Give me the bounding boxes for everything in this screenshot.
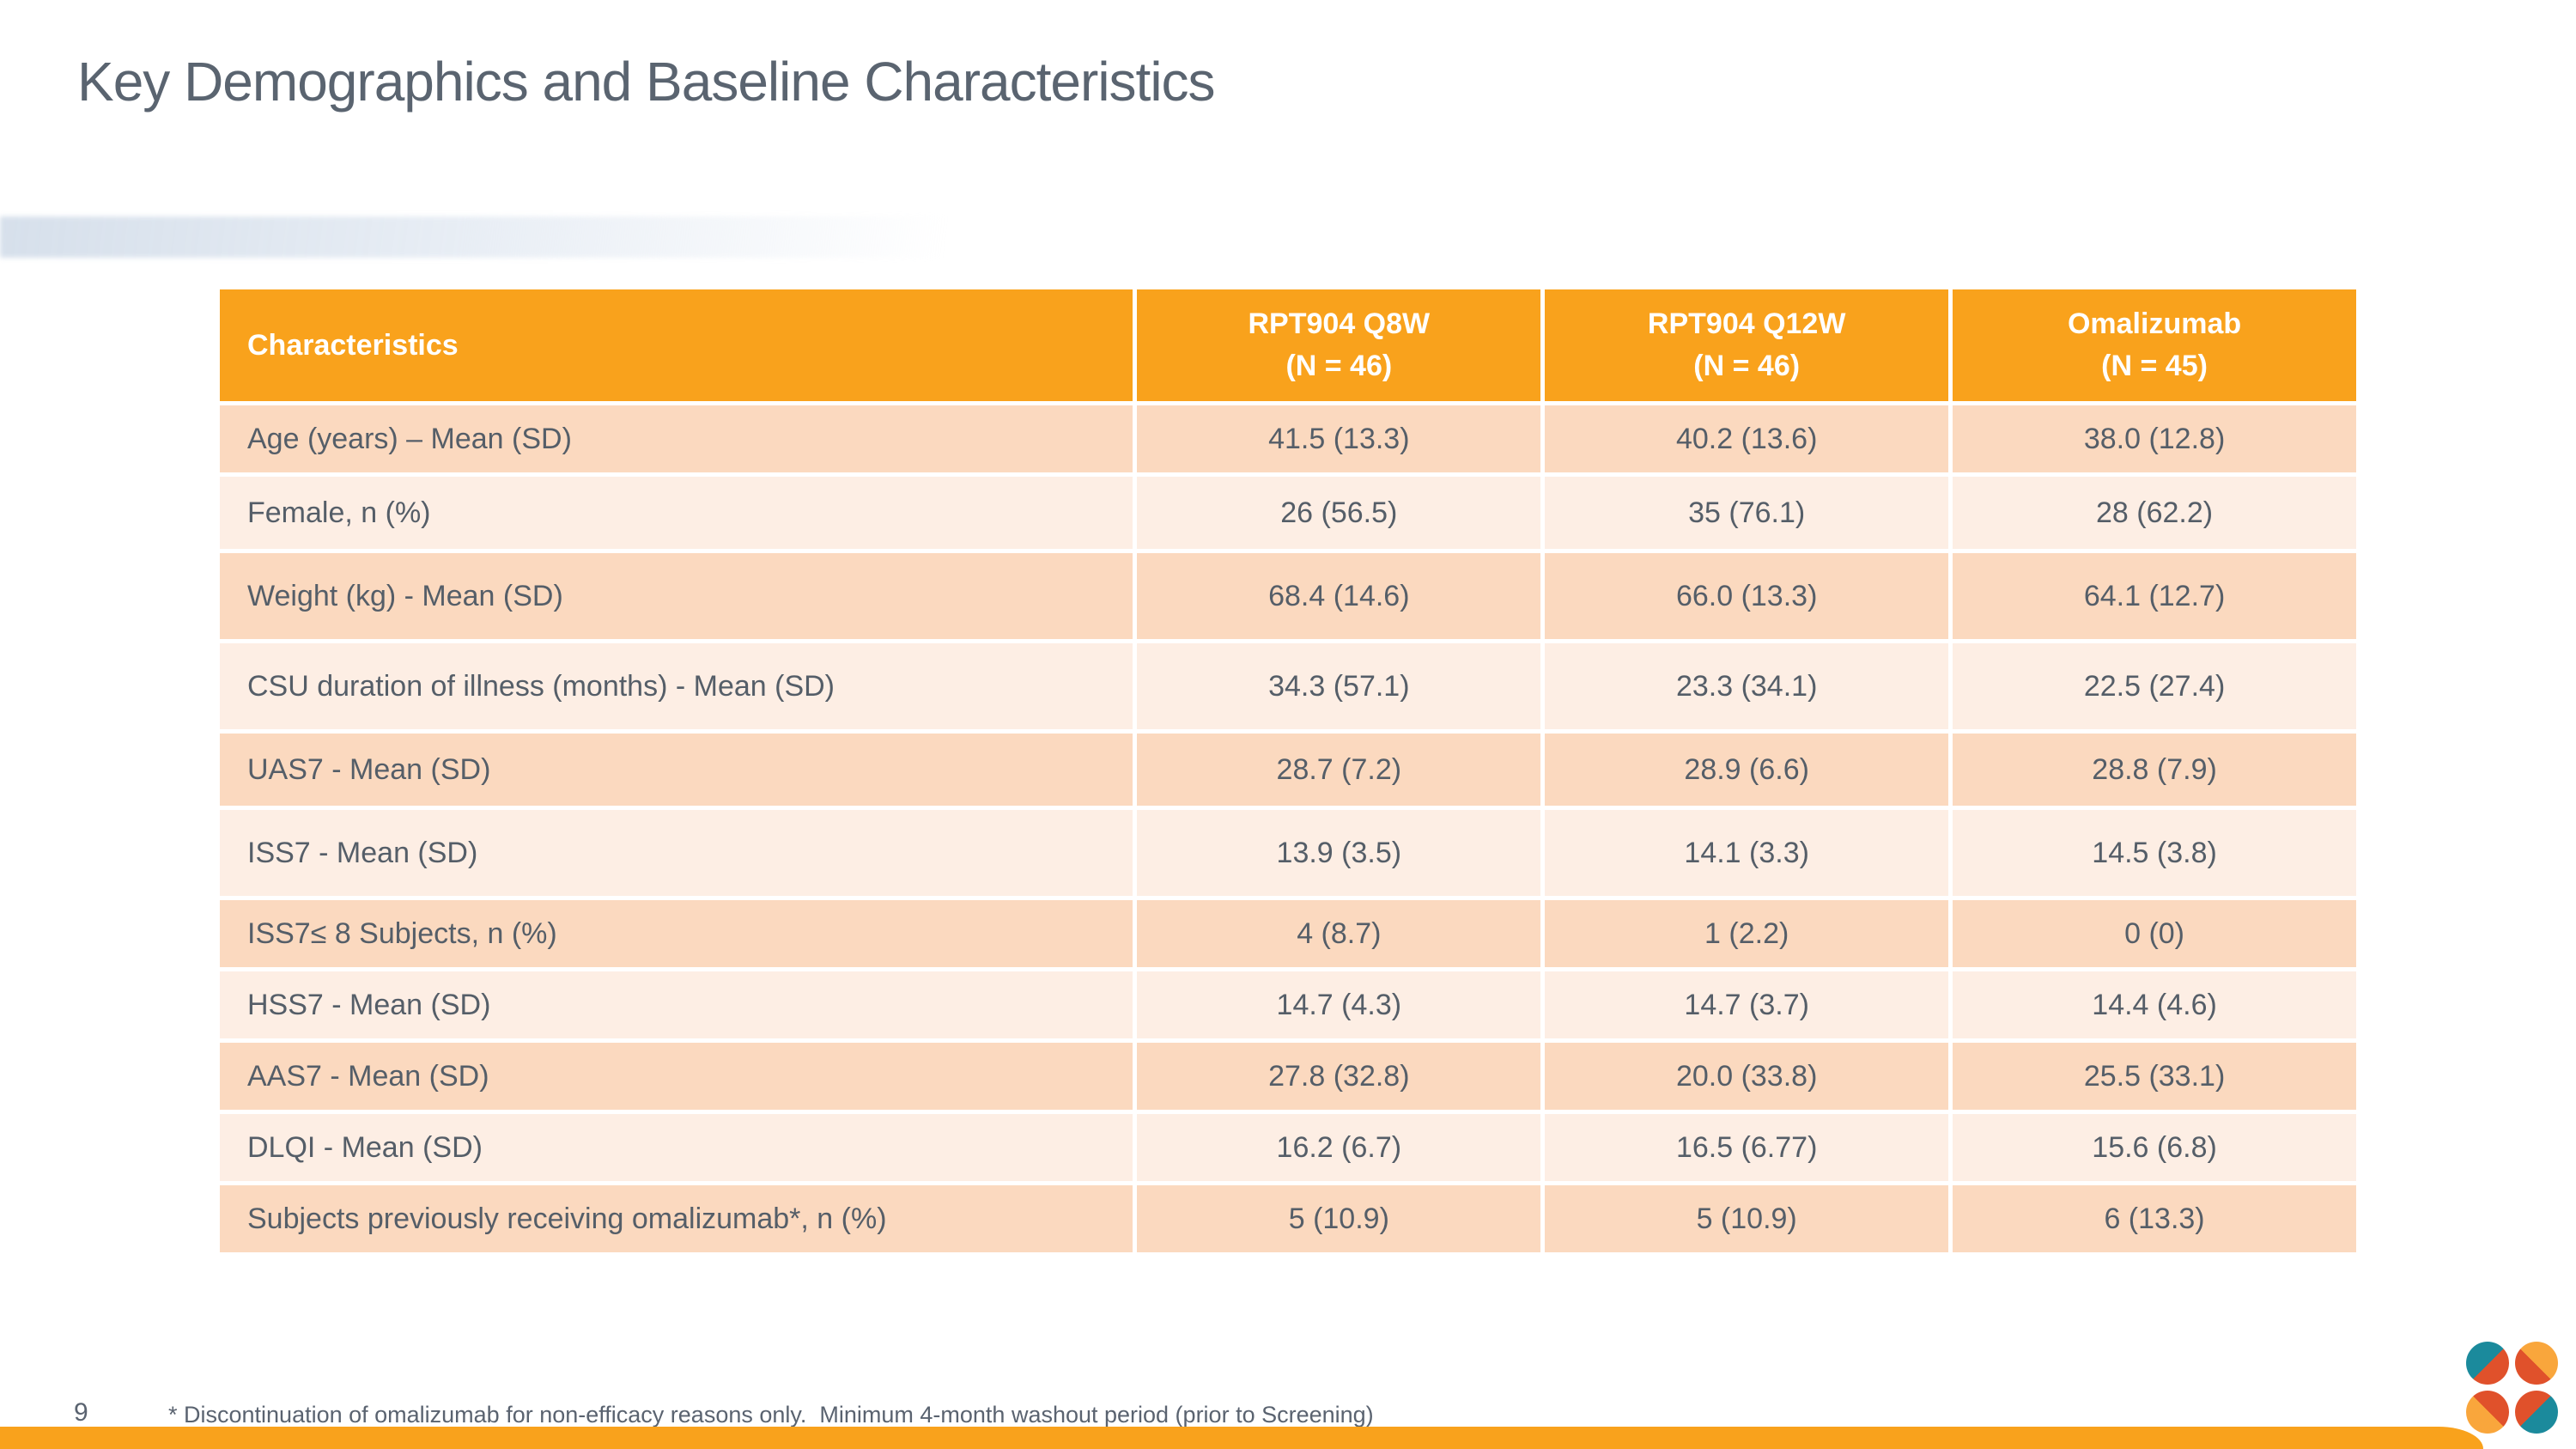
table-row: Subjects previously receiving omalizumab… [220,1185,2356,1252]
logo-circle-top-left [2466,1342,2509,1385]
row-label: ISS7 - Mean (SD) [220,810,1133,896]
column-header-rpt904-q8w: RPT904 Q8W (N = 46) [1137,289,1541,401]
group-n: (N = 45) [2101,350,2208,382]
cell-value: 35 (76.1) [1545,477,1949,549]
demographics-table: Characteristics RPT904 Q8W (N = 46) RPT9… [216,285,2360,1257]
cell-value: 28.8 (7.9) [1953,734,2356,806]
group-n: (N = 46) [1693,350,1801,382]
cell-value: 6 (13.3) [1953,1185,2356,1252]
group-n: (N = 46) [1285,350,1393,382]
row-label: UAS7 - Mean (SD) [220,734,1133,806]
table-row: HSS7 - Mean (SD) 14.7 (4.3) 14.7 (3.7) 1… [220,971,2356,1038]
table-row: DLQI - Mean (SD) 16.2 (6.7) 16.5 (6.77) … [220,1114,2356,1181]
cell-value: 14.1 (3.3) [1545,810,1949,896]
cell-value: 20.0 (33.8) [1545,1043,1949,1110]
cell-value: 16.2 (6.7) [1137,1114,1541,1181]
bottom-accent-bar [0,1427,2483,1449]
page-number: 9 [74,1398,88,1427]
cell-value: 34.3 (57.1) [1137,643,1541,729]
cell-value: 25.5 (33.1) [1953,1043,2356,1110]
row-label: DLQI - Mean (SD) [220,1114,1133,1181]
cell-value: 5 (10.9) [1137,1185,1541,1252]
table-row: AAS7 - Mean (SD) 27.8 (32.8) 20.0 (33.8)… [220,1043,2356,1110]
cell-value: 14.5 (3.8) [1953,810,2356,896]
cell-value: 40.2 (13.6) [1545,405,1949,472]
footnote: * Discontinuation of omalizumab for non-… [168,1402,1374,1428]
cell-value: 16.5 (6.77) [1545,1114,1949,1181]
table-row: Age (years) – Mean (SD) 41.5 (13.3) 40.2… [220,405,2356,472]
table-row: ISS7 - Mean (SD) 13.9 (3.5) 14.1 (3.3) 1… [220,810,2356,896]
column-header-omalizumab: Omalizumab (N = 45) [1953,289,2356,401]
row-label: ISS7≤ 8 Subjects, n (%) [220,900,1133,967]
cell-value: 68.4 (14.6) [1137,553,1541,639]
table-row: CSU duration of illness (months) - Mean … [220,643,2356,729]
row-label: CSU duration of illness (months) - Mean … [220,643,1133,729]
cell-value: 66.0 (13.3) [1545,553,1949,639]
title-gradient-band [0,216,1026,258]
cell-value: 4 (8.7) [1137,900,1541,967]
row-label: Weight (kg) - Mean (SD) [220,553,1133,639]
group-name: RPT904 Q12W [1647,307,1846,340]
cell-value: 22.5 (27.4) [1953,643,2356,729]
cell-value: 41.5 (13.3) [1137,405,1541,472]
cell-value: 13.9 (3.5) [1137,810,1541,896]
cell-value: 27.8 (32.8) [1137,1043,1541,1110]
cell-value: 28.7 (7.2) [1137,734,1541,806]
cell-value: 14.7 (4.3) [1137,971,1541,1038]
cell-value: 1 (2.2) [1545,900,1949,967]
row-label: Female, n (%) [220,477,1133,549]
cell-value: 23.3 (34.1) [1545,643,1949,729]
column-header-rpt904-q12w: RPT904 Q12W (N = 46) [1545,289,1949,401]
cell-value: 5 (10.9) [1545,1185,1949,1252]
cell-value: 26 (56.5) [1137,477,1541,549]
table-header-row: Characteristics RPT904 Q8W (N = 46) RPT9… [220,289,2356,401]
logo-circle-bottom-left [2466,1391,2509,1434]
table-row: Weight (kg) - Mean (SD) 68.4 (14.6) 66.0… [220,553,2356,639]
row-label: Subjects previously receiving omalizumab… [220,1185,1133,1252]
cell-value: 14.4 (4.6) [1953,971,2356,1038]
row-label: HSS7 - Mean (SD) [220,971,1133,1038]
cell-value: 64.1 (12.7) [1953,553,2356,639]
table-row: Female, n (%) 26 (56.5) 35 (76.1) 28 (62… [220,477,2356,549]
cell-value: 28 (62.2) [1953,477,2356,549]
group-name: RPT904 Q8W [1248,307,1431,340]
cell-value: 0 (0) [1953,900,2356,967]
table-row: UAS7 - Mean (SD) 28.7 (7.2) 28.9 (6.6) 2… [220,734,2356,806]
logo-circle-bottom-right [2515,1391,2558,1434]
group-name: Omalizumab [2067,307,2242,340]
row-label: AAS7 - Mean (SD) [220,1043,1133,1110]
cell-value: 38.0 (12.8) [1953,405,2356,472]
row-label: Age (years) – Mean (SD) [220,405,1133,472]
table-row: ISS7≤ 8 Subjects, n (%) 4 (8.7) 1 (2.2) … [220,900,2356,967]
cell-value: 28.9 (6.6) [1545,734,1949,806]
logo-circle-top-right [2515,1342,2558,1385]
cell-value: 15.6 (6.8) [1953,1114,2356,1181]
page-title: Key Demographics and Baseline Characteri… [77,51,1216,113]
cell-value: 14.7 (3.7) [1545,971,1949,1038]
logo-four-circles-icon [2466,1342,2558,1434]
column-header-characteristics: Characteristics [220,289,1133,401]
